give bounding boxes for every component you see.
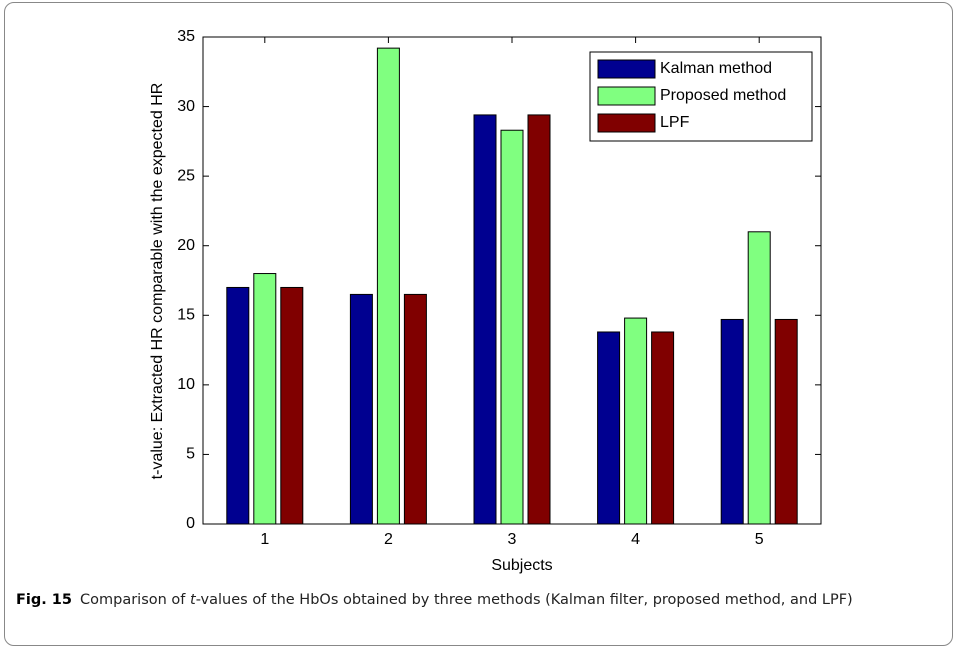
y-tick-label: 25 [177, 167, 195, 184]
y-tick-label: 10 [177, 376, 195, 393]
y-tick-label: 0 [186, 515, 195, 532]
caption-italic: t [190, 592, 196, 608]
x-tick-label: 4 [631, 531, 640, 548]
bar [253, 273, 277, 525]
y-tick-label: 15 [177, 307, 195, 324]
y-tick-label: 30 [177, 98, 195, 115]
legend-label: Kalman method [660, 60, 772, 77]
legend-label: LPF [660, 114, 690, 131]
bar [774, 318, 798, 525]
chart: Subjects t-value: Extracted HR comparabl… [149, 28, 822, 574]
bar [473, 114, 497, 525]
bar [624, 317, 648, 525]
legend-label: Proposed method [660, 87, 786, 104]
x-tick-label: 5 [755, 531, 764, 548]
bar [226, 286, 250, 525]
y-tick-label: 20 [177, 237, 195, 254]
bar [376, 47, 400, 525]
x-tick-label: 3 [508, 531, 517, 548]
bar [403, 293, 427, 525]
bar [500, 129, 524, 525]
figure-frame [4, 2, 953, 646]
bar [651, 331, 675, 525]
bar [720, 318, 744, 525]
bar [747, 231, 771, 525]
caption-label: Fig. 15 [16, 592, 72, 608]
x-tick-label: 2 [384, 531, 393, 548]
legend-swatch [597, 59, 656, 79]
bar [527, 114, 551, 525]
bar [597, 331, 621, 525]
legend-swatch [597, 86, 656, 106]
y-tick-label: 5 [186, 446, 195, 463]
x-tick-label: 1 [260, 531, 269, 548]
legend-swatch [597, 113, 656, 133]
bar [349, 293, 373, 525]
caption: Fig. 15 Comparison of t-values of the HbO… [16, 589, 916, 612]
bar [280, 286, 304, 525]
caption-text: -values of the HbOs obtained by three me… [195, 592, 853, 608]
y-axis-label: t-value: Extracted HR comparable with th… [149, 83, 166, 480]
caption-text: Comparison of [80, 592, 191, 608]
y-tick-label: 35 [177, 28, 195, 45]
x-axis-label: Subjects [491, 557, 552, 574]
